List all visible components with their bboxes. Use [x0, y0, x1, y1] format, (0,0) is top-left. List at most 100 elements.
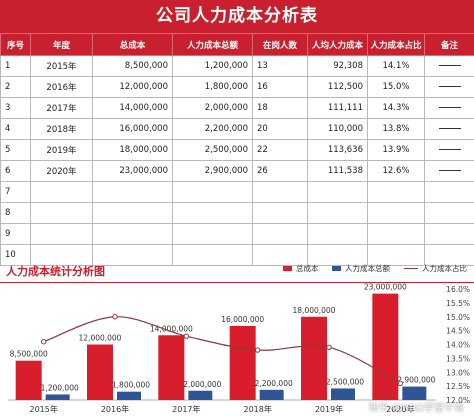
cell-ratio[interactable]	[367, 181, 425, 203]
cell-per[interactable]: 92,308	[307, 55, 368, 77]
cell-staff[interactable]	[252, 223, 308, 245]
cell-year[interactable]: 2017年	[30, 97, 93, 119]
ratio-point	[397, 380, 404, 387]
cell-no[interactable]: 9	[0, 223, 31, 245]
cell-ratio[interactable]: 13.9%	[367, 139, 425, 161]
cell-staff[interactable]: 18	[252, 97, 308, 119]
cell-staff[interactable]: 16	[252, 76, 308, 98]
cell-hr[interactable]: 2,900,000	[172, 160, 253, 182]
table-row: 2 2016年 12,000,000 1,800,000 16 112,500 …	[0, 76, 474, 98]
right-axis-tick-label: 15.0%	[446, 313, 470, 322]
cell-ratio[interactable]	[367, 223, 425, 245]
cell-hr[interactable]	[172, 202, 253, 224]
cell-ratio[interactable]: 14.1%	[367, 55, 425, 77]
data-label-total: 12,000,000	[79, 334, 122, 343]
table-row: 8	[0, 202, 474, 224]
cell-ratio[interactable]: 13.8%	[367, 118, 425, 140]
cell-year[interactable]: 2019年	[30, 139, 93, 161]
right-axis-tick-label: 13.0%	[446, 368, 470, 377]
cell-no[interactable]: 3	[0, 97, 31, 119]
cell-note[interactable]	[424, 118, 474, 140]
dash-mark	[438, 65, 461, 66]
cell-no[interactable]: 7	[0, 181, 31, 203]
cell-hr[interactable]: 1,800,000	[172, 76, 253, 98]
cell-note[interactable]	[424, 139, 474, 161]
cell-total[interactable]	[92, 202, 173, 224]
cell-total[interactable]: 14,000,000	[92, 97, 173, 119]
bar-total	[372, 293, 399, 400]
bar-total	[229, 326, 256, 400]
cell-ratio[interactable]: 12.6%	[367, 160, 425, 182]
cell-per[interactable]: 111,111	[307, 97, 368, 119]
cell-year[interactable]: 2020年	[30, 160, 93, 182]
legend-swatch	[404, 268, 418, 269]
cell-staff[interactable]	[252, 202, 308, 224]
cell-per[interactable]: 112,500	[307, 76, 368, 98]
cell-note[interactable]	[424, 160, 474, 182]
ratio-point	[326, 344, 332, 350]
cell-per[interactable]	[307, 202, 368, 224]
cell-total[interactable]: 23,000,000	[92, 160, 173, 182]
data-label-hr: 2,900,000	[397, 376, 435, 385]
cell-no[interactable]: 8	[0, 202, 31, 224]
cell-per[interactable]	[307, 181, 368, 203]
cell-per[interactable]: 111,538	[307, 160, 368, 182]
table-row: 6 2020年 23,000,000 2,900,000 26 111,538 …	[0, 160, 474, 182]
data-label-total: 23,000,000	[364, 283, 407, 292]
cell-hr[interactable]: 2,000,000	[172, 97, 253, 119]
cell-ratio[interactable]	[367, 202, 425, 224]
cell-staff[interactable]: 13	[252, 55, 308, 77]
cell-year[interactable]	[30, 181, 93, 203]
cell-year[interactable]	[30, 202, 93, 224]
cell-note[interactable]	[424, 97, 474, 119]
cell-year[interactable]: 2018年	[30, 118, 93, 140]
cell-year[interactable]	[30, 223, 93, 245]
cell-staff[interactable]	[252, 181, 308, 203]
cell-total[interactable]: 8,500,000	[92, 55, 173, 77]
x-tick-label: 2018年	[243, 404, 271, 414]
cell-total[interactable]: 12,000,000	[92, 76, 173, 98]
chart-title: 人力成本统计分析图	[6, 265, 105, 278]
cell-note[interactable]	[424, 181, 474, 203]
cell-per[interactable]: 110,000	[307, 118, 368, 140]
data-label-total: 14,000,000	[150, 324, 193, 333]
cell-year[interactable]: 2015年	[30, 55, 93, 77]
data-label-hr: 1,200,000	[41, 383, 79, 392]
bar-total	[87, 344, 113, 400]
cell-per[interactable]: 113,636	[307, 139, 368, 161]
cell-staff[interactable]: 26	[252, 160, 308, 182]
cell-no[interactable]: 6	[0, 160, 31, 182]
cell-ratio[interactable]: 14.3%	[367, 97, 425, 119]
cell-no[interactable]: 2	[0, 76, 31, 98]
cell-total[interactable]	[92, 223, 173, 245]
cell-hr[interactable]: 2,200,000	[172, 118, 253, 140]
cell-total[interactable]: 16,000,000	[92, 118, 173, 140]
cell-hr[interactable]: 2,500,000	[172, 139, 253, 161]
cell-total[interactable]: 18,000,000	[92, 139, 173, 161]
cell-no[interactable]: 1	[0, 55, 31, 77]
legend-swatch	[283, 266, 292, 271]
cell-no[interactable]: 5	[0, 139, 31, 161]
legend-label: 人力成本总额	[345, 264, 390, 273]
cell-staff[interactable]: 20	[252, 118, 308, 140]
bar-total	[158, 335, 185, 400]
cell-year[interactable]: 2016年	[30, 76, 93, 98]
cell-note[interactable]	[424, 223, 474, 245]
table-header-row: 序号 年度 总成本 人力成本总额 在岗人数 人均人力成本 人力成本占比 备注	[0, 33, 474, 56]
chart-plot: 12.0% 12.5% 13.0% 13.5% 14.0% 14.5% 15.0% 15.5%…	[8, 283, 470, 414]
cell-hr[interactable]	[172, 223, 253, 245]
cell-note[interactable]	[424, 55, 474, 77]
cell-note[interactable]	[424, 202, 474, 224]
data-label-hr: 1,800,000	[112, 381, 150, 390]
legend-swatch	[332, 266, 341, 271]
cell-hr[interactable]: 1,200,000	[172, 55, 253, 77]
cell-hr[interactable]	[172, 181, 253, 203]
cell-total[interactable]	[92, 181, 173, 203]
cell-no[interactable]: 4	[0, 118, 31, 140]
right-axis-tick-label: 13.5%	[446, 354, 470, 363]
cell-ratio[interactable]: 15.0%	[367, 76, 425, 98]
cell-per[interactable]	[307, 223, 368, 245]
cell-staff[interactable]: 22	[252, 139, 308, 161]
cell-note[interactable]	[424, 76, 474, 98]
ratio-point	[40, 339, 47, 345]
